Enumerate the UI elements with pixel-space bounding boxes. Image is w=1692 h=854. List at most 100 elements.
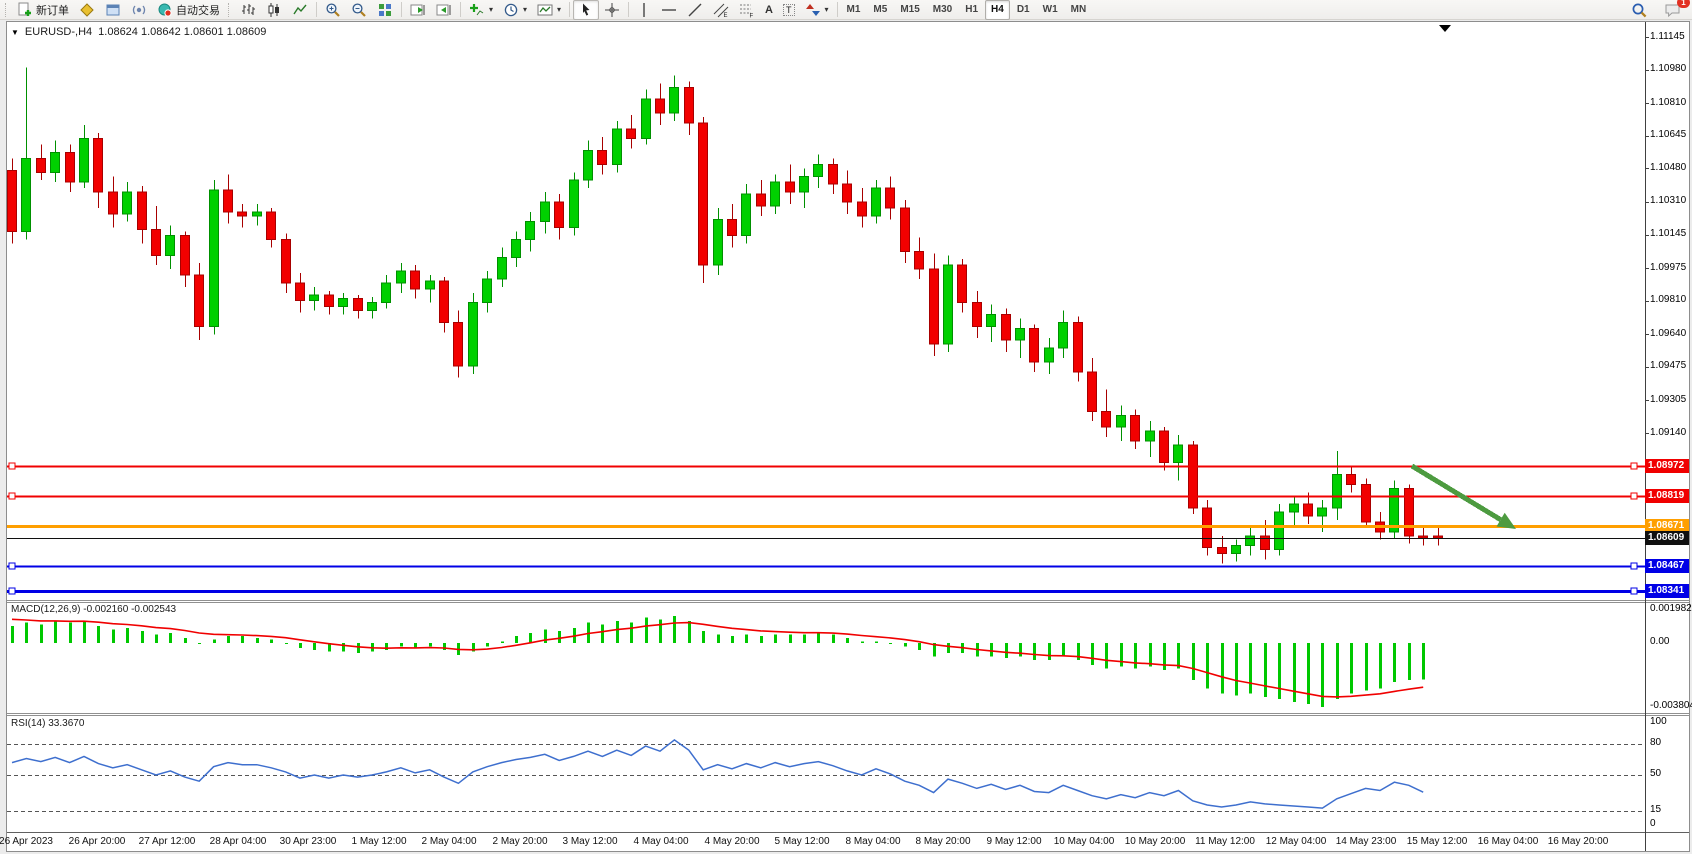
- fibonacci-tool-button[interactable]: F: [734, 0, 760, 20]
- candle-body: [1015, 327, 1025, 341]
- shift-chart-button[interactable]: [431, 0, 457, 20]
- macd-histogram-bar: [54, 621, 57, 643]
- macd-histogram-bar: [25, 622, 28, 643]
- hline-tool-button[interactable]: [656, 0, 682, 20]
- candle-body: [972, 302, 982, 327]
- bars-chart-button[interactable]: [235, 0, 261, 20]
- candle-body: [1346, 474, 1356, 485]
- chevron-down-icon: ▾: [489, 5, 494, 14]
- line-handle[interactable]: [8, 492, 16, 500]
- chart-title-collapse-icon[interactable]: ▼: [11, 27, 19, 37]
- macd-histogram-bar: [933, 643, 936, 657]
- toolbar-grip: [228, 2, 232, 17]
- line-handle[interactable]: [1630, 562, 1638, 570]
- line-handle[interactable]: [1630, 462, 1638, 470]
- candle-body: [151, 229, 161, 256]
- macd-histogram-bar: [400, 643, 403, 647]
- macd-histogram-bar: [1408, 643, 1411, 681]
- time-axis-label: 27 Apr 12:00: [138, 836, 196, 847]
- label-tool-button[interactable]: T: [778, 0, 800, 20]
- candle-body: [1389, 487, 1399, 533]
- price-axis-tick: 1.09810: [1650, 294, 1687, 305]
- candle-body: [1073, 321, 1083, 373]
- channel-tool-button[interactable]: E: [708, 0, 734, 20]
- zoom-out-button[interactable]: [346, 0, 372, 20]
- timeframe-button-W1[interactable]: W1: [1042, 4, 1058, 15]
- macd-histogram-bar: [328, 643, 331, 652]
- macd-histogram-bar: [241, 636, 244, 643]
- candle-body: [324, 294, 334, 308]
- signals-icon: [131, 2, 147, 18]
- time-axis-label: 4 May 20:00: [704, 836, 760, 847]
- candle-body: [583, 150, 593, 181]
- autotrade-label: 自动交易: [176, 4, 220, 17]
- line-handle[interactable]: [8, 562, 16, 570]
- timeframe-button-MN[interactable]: MN: [1070, 4, 1087, 15]
- tile-windows-button[interactable]: [372, 0, 398, 20]
- trend-arrow-head[interactable]: [1496, 512, 1517, 529]
- macd-histogram-bar: [1336, 643, 1339, 699]
- timeframe-button-M15[interactable]: M15: [900, 4, 920, 15]
- zoom-in-button[interactable]: [320, 0, 346, 20]
- timeframe-button-H1[interactable]: H1: [965, 4, 979, 15]
- macd-histogram-bar: [990, 643, 993, 657]
- candle-body: [554, 201, 564, 229]
- timeframe-button-M1[interactable]: M1: [846, 4, 861, 15]
- candles-chart-button[interactable]: [261, 0, 287, 20]
- open-chart-button[interactable]: [74, 0, 100, 20]
- price-axis-tick: 1.10480: [1650, 162, 1687, 173]
- text-tool-button[interactable]: A: [760, 0, 778, 20]
- vline-tool-button[interactable]: [632, 0, 656, 20]
- cursor-button[interactable]: [573, 0, 600, 20]
- shapes-tool-button[interactable]: ▾: [800, 0, 834, 20]
- new-order-label: 新订单: [36, 4, 69, 17]
- candle-body: [1101, 410, 1111, 428]
- line-handle[interactable]: [8, 587, 16, 595]
- candle-body: [540, 201, 550, 223]
- crosshair-button[interactable]: [599, 0, 625, 20]
- candle-body: [36, 157, 46, 173]
- time-axis-label: 10 May 04:00: [1053, 836, 1115, 847]
- periods-button[interactable]: ▾: [498, 0, 532, 20]
- candle-body: [1361, 483, 1371, 523]
- candle-body: [497, 256, 507, 280]
- line-handle[interactable]: [1630, 587, 1638, 595]
- timeframe-button-M5[interactable]: M5: [873, 4, 888, 15]
- auto-scroll-button[interactable]: [405, 0, 431, 20]
- timeframe-button-H4[interactable]: H4: [985, 0, 1010, 20]
- rsi-axis-50: 50: [1650, 768, 1662, 779]
- market-watch-button[interactable]: [100, 0, 126, 20]
- chart-window[interactable]: ▼ EURUSD-,H4 1.08624 1.08642 1.08601 1.0…: [0, 21, 1692, 852]
- timeframe-button-D1[interactable]: D1: [1016, 4, 1030, 15]
- candle-body: [525, 221, 535, 240]
- line-handle[interactable]: [1630, 492, 1638, 500]
- macd-histogram-bar: [745, 634, 748, 643]
- line-chart-button[interactable]: [287, 0, 313, 20]
- macd-histogram-bar: [673, 615, 676, 643]
- templates-button[interactable]: ▾: [532, 0, 566, 20]
- time-axis-label: 9 May 12:00: [986, 836, 1042, 847]
- indicators-button[interactable]: ▾: [464, 0, 498, 20]
- search-button[interactable]: [1626, 0, 1653, 20]
- candle-body: [1274, 511, 1284, 551]
- candle-body: [453, 321, 463, 367]
- macd-histogram-bar: [112, 629, 115, 643]
- notifications-button[interactable]: 1: [1659, 0, 1690, 20]
- price-chart[interactable]: [7, 22, 1689, 851]
- price-axis-tick: 1.10145: [1650, 228, 1687, 239]
- macd-histogram-bar: [601, 624, 604, 643]
- trendline-tool-button[interactable]: [682, 0, 708, 20]
- time-axis-label: 15 May 12:00: [1406, 836, 1468, 847]
- timeframe-button-M30[interactable]: M30: [932, 4, 953, 15]
- candle-body: [885, 187, 895, 209]
- line-handle[interactable]: [8, 462, 16, 470]
- signals-button[interactable]: [126, 0, 152, 20]
- autotrade-button[interactable]: 自动交易: [152, 0, 225, 20]
- chart-shift-marker[interactable]: [1439, 25, 1451, 32]
- macd-histogram-bar: [702, 631, 705, 643]
- macd-histogram-bar: [1062, 643, 1065, 657]
- new-order-button[interactable]: 新订单: [12, 0, 74, 20]
- chart-ohlc-values: 1.08624 1.08642 1.08601 1.08609: [98, 26, 267, 38]
- macd-histogram-bar: [1033, 643, 1036, 660]
- candle-body: [929, 268, 939, 345]
